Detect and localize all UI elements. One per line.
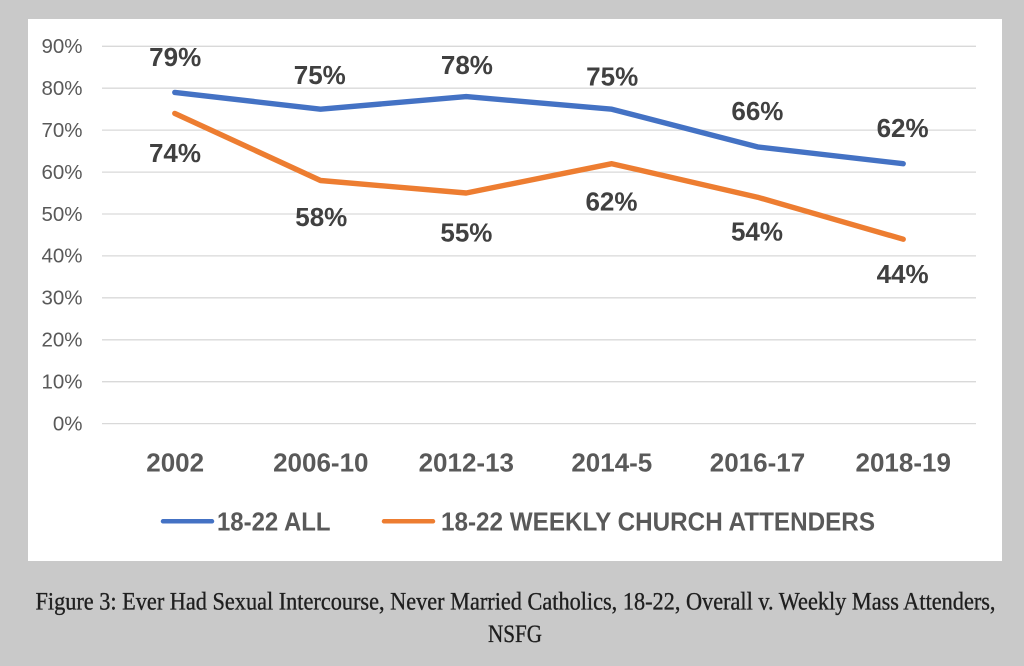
svg-text:NSFG: NSFG <box>488 621 542 648</box>
svg-text:55%: 55% <box>440 218 492 248</box>
svg-text:66%: 66% <box>731 96 783 126</box>
svg-text:Figure 3: Ever Had Sexual Inte: Figure 3: Ever Had Sexual Intercourse, N… <box>36 588 996 615</box>
svg-text:80%: 80% <box>41 77 82 100</box>
svg-text:2018-19: 2018-19 <box>855 447 950 477</box>
svg-text:2016-17: 2016-17 <box>710 447 805 477</box>
svg-text:0%: 0% <box>53 412 83 435</box>
svg-text:62%: 62% <box>585 187 637 217</box>
svg-text:40%: 40% <box>41 245 82 268</box>
svg-text:78%: 78% <box>441 50 493 80</box>
svg-text:60%: 60% <box>41 161 82 184</box>
svg-text:18-22 ALL: 18-22 ALL <box>217 507 331 537</box>
svg-text:2014-5: 2014-5 <box>571 447 652 477</box>
svg-text:10%: 10% <box>41 371 82 394</box>
svg-text:62%: 62% <box>877 113 929 143</box>
svg-text:30%: 30% <box>41 287 82 310</box>
svg-text:2002: 2002 <box>146 447 204 477</box>
svg-text:18-22 WEEKLY CHURCH ATTENDERS: 18-22 WEEKLY CHURCH ATTENDERS <box>441 507 875 537</box>
svg-text:74%: 74% <box>149 138 201 168</box>
svg-text:50%: 50% <box>41 203 82 226</box>
svg-text:2012-13: 2012-13 <box>419 447 514 477</box>
svg-text:70%: 70% <box>41 119 82 142</box>
svg-text:75%: 75% <box>294 60 346 90</box>
svg-text:44%: 44% <box>877 259 929 289</box>
svg-text:75%: 75% <box>586 62 638 92</box>
svg-text:20%: 20% <box>41 329 82 352</box>
svg-text:90%: 90% <box>41 35 82 58</box>
svg-text:54%: 54% <box>731 217 783 247</box>
svg-text:2006-10: 2006-10 <box>273 447 368 477</box>
svg-text:58%: 58% <box>295 202 347 232</box>
svg-text:79%: 79% <box>149 42 201 72</box>
